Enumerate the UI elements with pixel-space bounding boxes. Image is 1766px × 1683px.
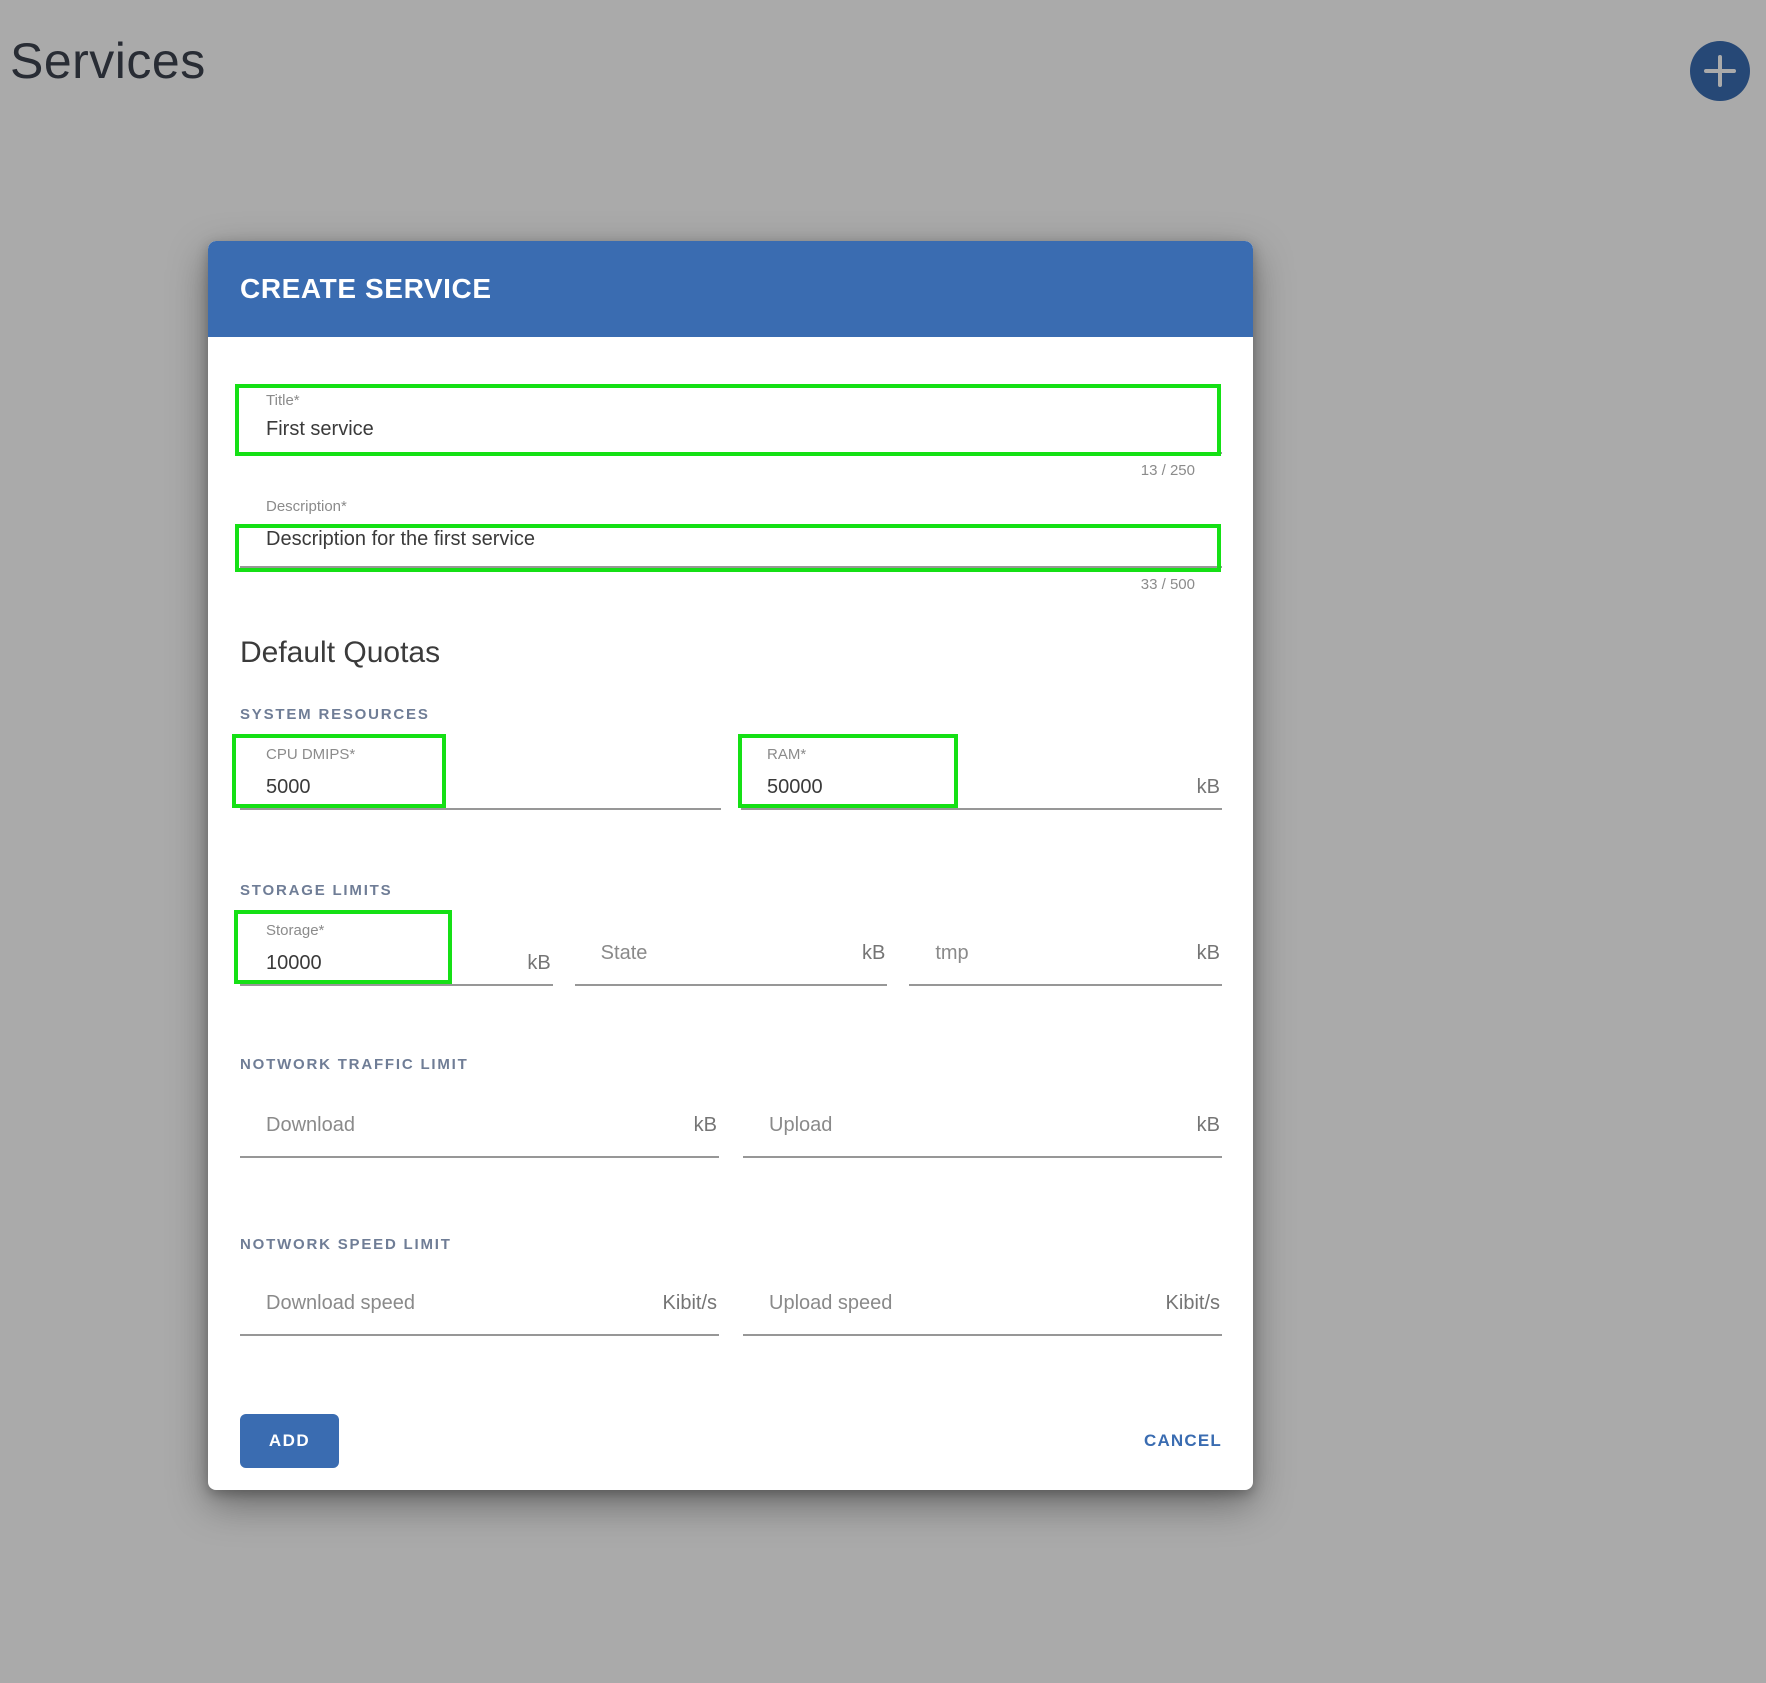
cpu-dmips-label: CPU DMIPS* xyxy=(266,746,356,763)
ram-input[interactable]: RAM* 50000 kB xyxy=(738,734,1222,810)
traffic-limit-row: Download kB Upload kB xyxy=(240,1112,1222,1158)
system-resources-row: CPU DMIPS* 5000 RAM* 50000 kB xyxy=(232,734,1222,810)
storage-unit-suffix: kB xyxy=(527,952,551,974)
storage-input[interactable]: Storage* 10000 kB xyxy=(234,910,553,986)
page-title: Services xyxy=(10,33,206,89)
download-speed-unit-suffix: Kibit/s xyxy=(662,1292,717,1314)
tmp-placeholder: tmp xyxy=(935,942,969,964)
download-input[interactable]: Download kB xyxy=(240,1112,719,1158)
add-button[interactable]: ADD xyxy=(240,1414,339,1468)
description-char-counter: 33 / 500 xyxy=(1140,576,1195,593)
download-speed-input[interactable]: Download speed Kibit/s xyxy=(240,1290,719,1336)
upload-input[interactable]: Upload kB xyxy=(743,1112,1222,1158)
create-service-dialog: CREATE SERVICE Title* First service 13 /… xyxy=(208,241,1253,1490)
ram-label: RAM* xyxy=(767,746,807,763)
default-quotas-heading: Default Quotas xyxy=(240,636,441,669)
upload-placeholder: Upload xyxy=(769,1114,833,1136)
storage-value: 10000 xyxy=(266,952,322,974)
state-placeholder: State xyxy=(600,942,648,964)
section-label-traffic-limit: NOTWORK TRAFFIC LIMIT xyxy=(240,1056,469,1073)
cpu-dmips-input[interactable]: CPU DMIPS* 5000 xyxy=(232,734,721,810)
add-service-fab-button[interactable] xyxy=(1690,41,1750,101)
description-input[interactable]: Description for the first service xyxy=(235,524,1222,572)
download-unit-suffix: kB xyxy=(693,1114,717,1136)
dialog-body: Title* First service 13 / 250 Descriptio… xyxy=(208,384,1253,1490)
ram-value: 50000 xyxy=(767,776,823,798)
dialog-title: CREATE SERVICE xyxy=(240,273,492,304)
cancel-button[interactable]: CANCEL xyxy=(1140,1423,1226,1459)
upload-speed-unit-suffix: Kibit/s xyxy=(1165,1292,1220,1314)
upload-speed-input[interactable]: Upload speed Kibit/s xyxy=(743,1290,1222,1336)
storage-label: Storage* xyxy=(266,922,325,939)
state-unit-suffix: kB xyxy=(862,942,886,964)
download-placeholder: Download xyxy=(266,1114,355,1136)
description-value: Description for the first service xyxy=(266,528,535,550)
dialog-header: CREATE SERVICE xyxy=(208,241,1253,337)
tmp-input[interactable]: tmp kB xyxy=(909,940,1223,986)
title-label: Title* xyxy=(266,392,300,409)
ram-unit-suffix: kB xyxy=(1196,776,1220,798)
title-char-counter: 13 / 250 xyxy=(1140,462,1195,479)
plus-icon xyxy=(1704,55,1736,87)
storage-limits-row: Storage* 10000 kB State kB tmp kB xyxy=(234,910,1223,986)
speed-limit-row: Download speed Kibit/s Upload speed Kibi… xyxy=(240,1290,1222,1336)
tmp-unit-suffix: kB xyxy=(1196,942,1221,964)
title-input[interactable]: Title* First service xyxy=(235,384,1222,456)
section-label-speed-limit: NOTWORK SPEED LIMIT xyxy=(240,1236,452,1253)
state-input[interactable]: State kB xyxy=(574,940,888,986)
section-label-storage-limits: STORAGE LIMITS xyxy=(240,882,393,899)
section-label-system-resources: SYSTEM RESOURCES xyxy=(240,706,430,723)
title-value: First service xyxy=(266,418,374,440)
dialog-actions: ADD CANCEL xyxy=(240,1414,1222,1468)
download-speed-placeholder: Download speed xyxy=(266,1292,415,1314)
upload-unit-suffix: kB xyxy=(1196,1114,1220,1136)
description-label: Description* xyxy=(266,498,347,515)
upload-speed-placeholder: Upload speed xyxy=(769,1292,893,1314)
cpu-dmips-value: 5000 xyxy=(266,776,311,798)
